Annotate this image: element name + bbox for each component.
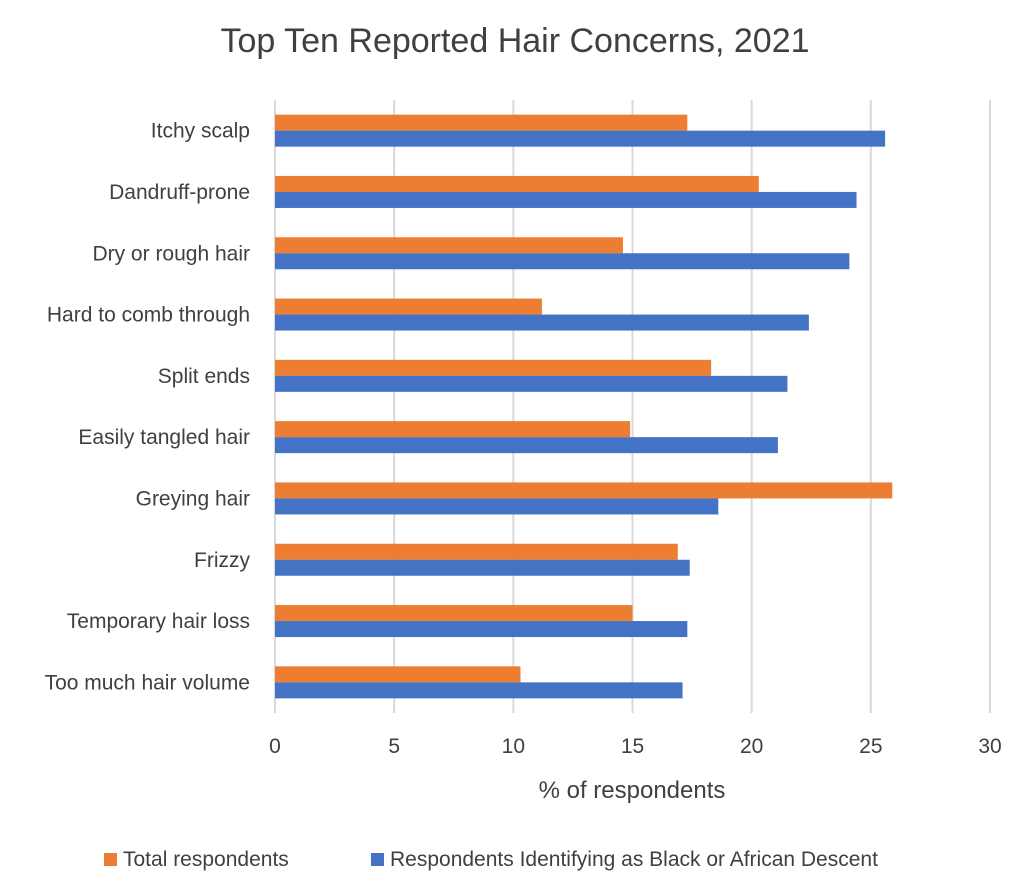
bar-black-african-7 (275, 559, 690, 576)
bar-total-1 (275, 175, 759, 192)
category-label: Dandruff-prone (109, 181, 250, 204)
category-label: Dry or rough hair (92, 242, 250, 265)
category-labels: Itchy scalp Dandruff-prone Dry or rough ha… (45, 120, 251, 695)
category-label: Frizzy (194, 549, 250, 572)
legend-label: Total respondents (123, 848, 289, 871)
bar-total-8 (275, 605, 633, 622)
bar-total-2 (275, 237, 623, 254)
bar-total-6 (275, 482, 893, 499)
legend-swatch (104, 853, 117, 866)
bar-black-african-1 (275, 191, 857, 208)
x-tick-label: 25 (859, 735, 882, 758)
legend: Total respondents Respondents Identifying… (104, 848, 878, 871)
bar-black-african-3 (275, 314, 809, 331)
bar-black-african-4 (275, 375, 788, 392)
category-label: Hard to comb through (47, 304, 250, 327)
category-label: Itchy scalp (151, 120, 250, 143)
chart-title: Top Ten Reported Hair Concerns, 2021 (220, 22, 809, 60)
legend-label: Respondents Identifying as Black or Afri… (390, 848, 878, 871)
category-label: Greying hair (136, 487, 250, 510)
category-label: Temporary hair loss (67, 610, 250, 633)
x-tick-label: 10 (502, 735, 525, 758)
bar-black-african-9 (275, 682, 683, 699)
bar-total-9 (275, 666, 521, 683)
bar-total-0 (275, 114, 688, 131)
x-tick-label: 5 (388, 735, 400, 758)
bar-black-african-8 (275, 621, 688, 638)
x-tick-label: 0 (269, 735, 281, 758)
bar-total-4 (275, 359, 712, 376)
category-label: Easily tangled hair (78, 426, 250, 449)
bar-total-5 (275, 421, 631, 438)
x-tick-label: 15 (621, 735, 644, 758)
bar-total-3 (275, 298, 542, 315)
bars (275, 114, 893, 699)
bar-black-african-0 (275, 130, 886, 147)
bar-black-african-5 (275, 437, 778, 454)
legend-swatch (371, 853, 384, 866)
bar-black-african-6 (275, 498, 719, 515)
x-axis-tick-labels: 0 5 10 15 20 25 30 (269, 735, 1002, 758)
x-tick-label: 20 (740, 735, 763, 758)
category-label: Too much hair volume (45, 671, 250, 694)
x-axis-title: % of respondents (539, 777, 726, 804)
bar-total-7 (275, 543, 678, 560)
category-label: Split ends (158, 365, 250, 388)
x-tick-label: 30 (978, 735, 1001, 758)
bar-black-african-2 (275, 253, 850, 270)
